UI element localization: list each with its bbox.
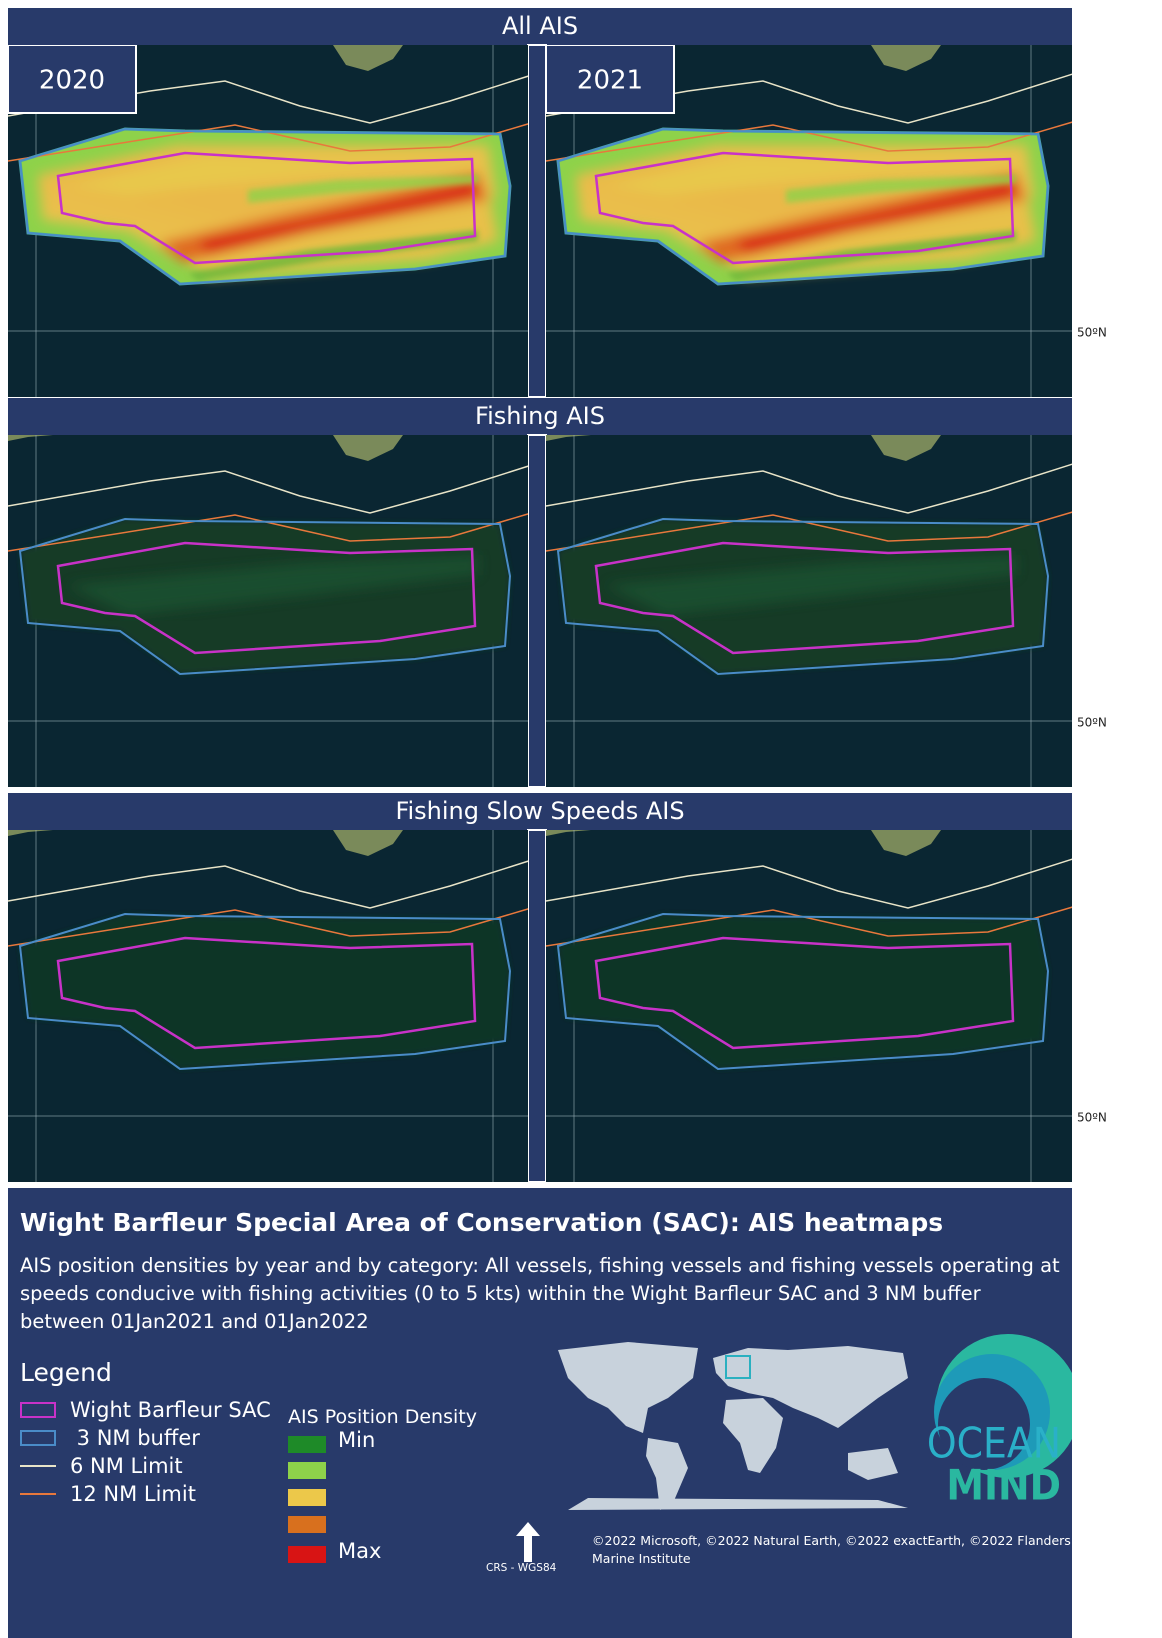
legend-swatch bbox=[20, 1430, 56, 1446]
density-swatch bbox=[288, 1489, 326, 1506]
legend-title: Legend bbox=[20, 1358, 112, 1387]
map-panel: 2021 bbox=[546, 45, 1076, 397]
north-arrow bbox=[513, 1520, 543, 1564]
latitude-label: 50ºN bbox=[1077, 326, 1107, 340]
legend-item: 3 NM buffer bbox=[20, 1424, 200, 1452]
density-max: Max bbox=[338, 1539, 381, 1563]
map-panel: 2020 bbox=[8, 45, 538, 397]
latitude-label: 50ºN bbox=[1077, 1111, 1107, 1125]
divider bbox=[528, 45, 546, 397]
crs: CRS - WGS84 bbox=[486, 1562, 556, 1574]
map-panel bbox=[8, 435, 538, 787]
map-section: All AIS 2020 2021 50ºN bbox=[8, 8, 1107, 397]
divider bbox=[528, 435, 546, 787]
info-panel: Wight Barfleur Special Area of Conservat… bbox=[8, 1188, 1072, 1638]
density-swatch bbox=[288, 1462, 326, 1479]
density-swatch bbox=[288, 1436, 326, 1453]
divider bbox=[528, 830, 546, 1182]
legend-label: 12 NM Limit bbox=[70, 1482, 196, 1506]
map-panel bbox=[546, 830, 1076, 1182]
legend-label: 3 NM buffer bbox=[70, 1426, 200, 1450]
section-title: Fishing Slow Speeds AIS bbox=[395, 797, 684, 825]
density-swatch bbox=[288, 1546, 326, 1563]
year-label: 2021 bbox=[577, 66, 643, 96]
legend-swatch bbox=[20, 1402, 56, 1418]
legend-swatch bbox=[20, 1465, 56, 1467]
page: All AIS2020202150ºNFishing AIS50ºNFishin… bbox=[0, 0, 1162, 1638]
year-label: 2020 bbox=[39, 66, 105, 96]
legend-label: 6 NM Limit bbox=[70, 1454, 183, 1478]
density-swatch bbox=[288, 1516, 326, 1533]
info-description: AIS position densities by year and by ca… bbox=[20, 1252, 1060, 1336]
map-section: Fishing Slow Speeds AIS 50ºN bbox=[8, 793, 1107, 1182]
map-section: Fishing AIS 50ºN bbox=[8, 398, 1107, 787]
map-panel bbox=[546, 435, 1076, 787]
density-min: Min bbox=[338, 1428, 375, 1452]
section-title: All AIS bbox=[502, 12, 578, 40]
section-title: Fishing AIS bbox=[475, 402, 605, 430]
legend-item: Wight Barfleur SAC bbox=[20, 1396, 271, 1424]
legend-item: 6 NM Limit bbox=[20, 1452, 183, 1480]
density-title: AIS Position Density bbox=[288, 1406, 477, 1428]
attribution: ©2022 Microsoft, ©2022 Natural Earth, ©2… bbox=[592, 1532, 1072, 1568]
latitude-label: 50ºN bbox=[1077, 716, 1107, 730]
world-map bbox=[548, 1338, 920, 1516]
legend-item: 12 NM Limit bbox=[20, 1480, 196, 1508]
info-title: Wight Barfleur Special Area of Conservat… bbox=[20, 1208, 943, 1237]
map-panel bbox=[8, 830, 538, 1182]
logo: OCEAN MIND bbox=[908, 1328, 1072, 1528]
legend-swatch bbox=[20, 1493, 56, 1495]
logo-line2: MIND bbox=[946, 1461, 1061, 1510]
legend-label: Wight Barfleur SAC bbox=[70, 1398, 271, 1422]
